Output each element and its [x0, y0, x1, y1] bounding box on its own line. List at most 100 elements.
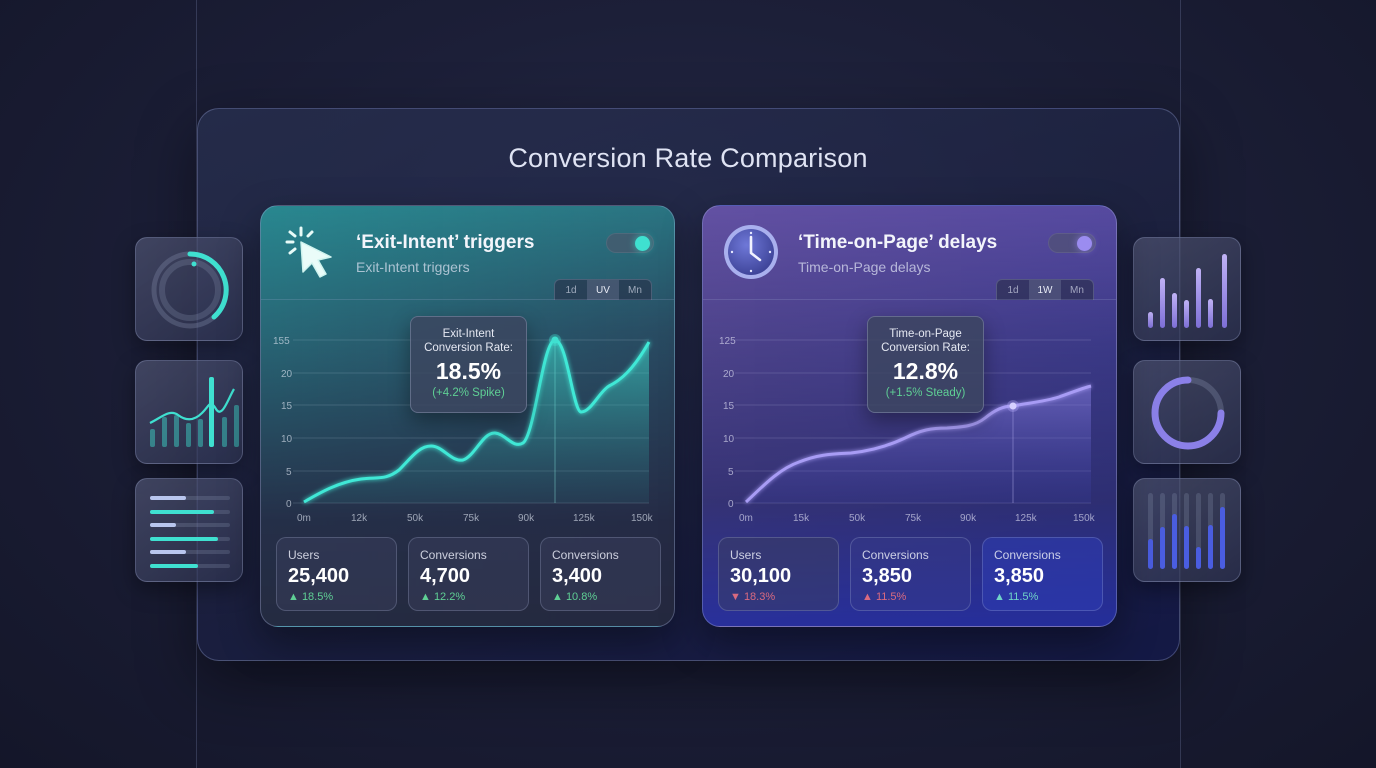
stat-card-conversions[interactable]: Conversions 3,850 ▲ 11.5%	[850, 537, 971, 611]
card-title: ‘Time-on-Page’ delays	[798, 232, 998, 253]
x-tick: 125k	[573, 513, 596, 524]
x-tick: 150k	[631, 513, 654, 524]
range-selector: 1d UV Mn	[554, 279, 652, 300]
tooltip-label: Time-on-Page Conversion Rate:	[868, 327, 983, 355]
tooltip-value: 18.5%	[435, 358, 502, 384]
x-tick: 12k	[351, 513, 368, 524]
bar-line-combo-widget[interactable]	[135, 360, 243, 464]
range-option-1d[interactable]: 1d	[565, 285, 577, 296]
time-on-page-chart: 125 20 15 10 5 0 0m 15k 50k 75k 90k 125k…	[719, 336, 1096, 524]
stat-delta: ▲ 10.8%	[552, 591, 598, 603]
stat-label: Users	[730, 548, 762, 562]
x-tick: 90k	[960, 513, 977, 524]
y-tick: 5	[286, 467, 292, 478]
toggle-knob	[635, 236, 650, 251]
stat-delta: ▲ 12.2%	[420, 591, 466, 603]
enable-toggle[interactable]	[606, 233, 654, 253]
stacked-bars-widget[interactable]	[1133, 478, 1241, 582]
horizontal-bars-widget[interactable]	[135, 478, 243, 582]
enable-toggle[interactable]	[1048, 233, 1096, 253]
stat-label: Conversions	[862, 548, 929, 562]
x-tick: 75k	[463, 513, 480, 524]
card-header: ‘Time-on-Page’ delays Time-on-Page delay…	[703, 206, 1116, 300]
x-tick: 0m	[739, 513, 753, 524]
stat-label: Conversions	[994, 548, 1061, 562]
clock-icon	[724, 225, 778, 279]
x-tick: 75k	[905, 513, 922, 524]
stacked-bars-icon	[1148, 493, 1225, 569]
stat-card-users[interactable]: Users 30,100 ▼ 18.3%	[718, 537, 839, 611]
stat-card-conversions-2[interactable]: Conversions 3,400 ▲ 10.8%	[540, 537, 661, 611]
ring-progress-widget[interactable]	[135, 237, 243, 341]
card-header: ‘Exit-Intent’ triggers Exit-Intent trigg…	[261, 206, 674, 300]
y-tick: 155	[273, 336, 290, 347]
tooltip-label-line1: Exit-Intent	[442, 328, 495, 340]
y-tick: 15	[723, 401, 735, 412]
y-tick: 125	[719, 336, 736, 347]
tooltip-label-line2: Conversion Rate:	[881, 342, 970, 354]
range-option-1d[interactable]: 1d	[1007, 285, 1019, 296]
stat-label: Conversions	[552, 548, 619, 562]
stat-card-conversions-2[interactable]: Conversions 3,850 ▲ 11.5%	[982, 537, 1103, 611]
donut-widget[interactable]	[1133, 360, 1241, 464]
tooltip-note: (+1.5% Steady)	[885, 387, 966, 399]
y-tick: 0	[728, 499, 734, 510]
y-tick: 10	[723, 434, 735, 445]
stat-card-conversions[interactable]: Conversions 4,700 ▲ 12.2%	[408, 537, 529, 611]
stat-value: 30,100	[730, 565, 792, 587]
range-option-mn[interactable]: Mn	[628, 285, 642, 296]
card-title: ‘Exit-Intent’ triggers	[356, 232, 535, 253]
stat-card-users[interactable]: Users 25,400 ▲ 18.5%	[276, 537, 397, 611]
y-tick: 10	[281, 434, 293, 445]
chart-tooltip: Exit-Intent Conversion Rate: 18.5% (+4.2…	[410, 316, 527, 413]
divider	[261, 299, 674, 300]
y-tick: 0	[286, 499, 292, 510]
x-tick: 50k	[407, 513, 424, 524]
tooltip-note: (+4.2% Spike)	[432, 387, 505, 399]
range-option-1w[interactable]: 1W	[1029, 280, 1061, 300]
card-subtitle: Exit-Intent triggers	[356, 259, 470, 275]
stat-value: 3,850	[862, 565, 913, 587]
stat-label: Users	[288, 548, 320, 562]
x-tick: 0m	[297, 513, 311, 524]
time-on-page-card: ‘Time-on-Page’ delays Time-on-Page delay…	[702, 205, 1117, 627]
x-tick: 125k	[1015, 513, 1038, 524]
tooltip-label-line1: Time-on-Page	[889, 328, 962, 340]
y-tick: 20	[281, 369, 293, 380]
horizontal-bars-icon	[150, 496, 230, 568]
stat-delta: ▲ 18.5%	[288, 591, 334, 603]
y-tick: 15	[281, 401, 293, 412]
y-tick: 5	[728, 467, 734, 478]
x-tick: 150k	[1073, 513, 1096, 524]
stat-delta: ▼ 18.3%	[730, 591, 776, 603]
stat-value: 4,700	[420, 565, 471, 587]
stat-value: 3,400	[552, 565, 603, 587]
stats-row: Users 30,100 ▼ 18.3% Conversions 3,850 ▲…	[718, 537, 1103, 611]
cursor-click-icon	[285, 226, 332, 278]
range-option-uv[interactable]: UV	[587, 280, 619, 300]
toggle-knob	[1077, 236, 1092, 251]
exit-intent-card: ‘Exit-Intent’ triggers Exit-Intent trigg…	[260, 205, 675, 627]
divider	[703, 299, 1116, 300]
tooltip-label-line2: Conversion Rate:	[424, 342, 513, 354]
donut-chart-icon	[1151, 376, 1225, 450]
stat-value: 25,400	[288, 565, 350, 587]
tooltip-label: Exit-Intent Conversion Rate:	[411, 327, 526, 355]
stat-value: 3,850	[994, 565, 1045, 587]
range-option-mn[interactable]: Mn	[1070, 285, 1084, 296]
range-selector: 1d 1W Mn	[996, 279, 1094, 300]
x-tick: 90k	[518, 513, 535, 524]
page-title: Conversion Rate Comparison	[508, 143, 868, 173]
card-subtitle: Time-on-Page delays	[798, 259, 931, 275]
stats-row: Users 25,400 ▲ 18.5% Conversions 4,700 ▲…	[276, 537, 661, 611]
exit-intent-chart: 155 20 15 10 5 0 0m 12k 50k 75k 90k 125k…	[273, 334, 654, 524]
y-tick: 20	[723, 369, 735, 380]
stat-delta: ▲ 11.5%	[862, 591, 907, 603]
vertical-bars-widget[interactable]	[1133, 237, 1241, 341]
tooltip-value: 12.8%	[892, 358, 959, 384]
bar-line-chart-icon	[149, 377, 239, 447]
x-tick: 50k	[849, 513, 866, 524]
stat-label: Conversions	[420, 548, 487, 562]
vertical-bars-icon	[1148, 254, 1227, 328]
chart-tooltip: Time-on-Page Conversion Rate: 12.8% (+1.…	[867, 316, 984, 413]
